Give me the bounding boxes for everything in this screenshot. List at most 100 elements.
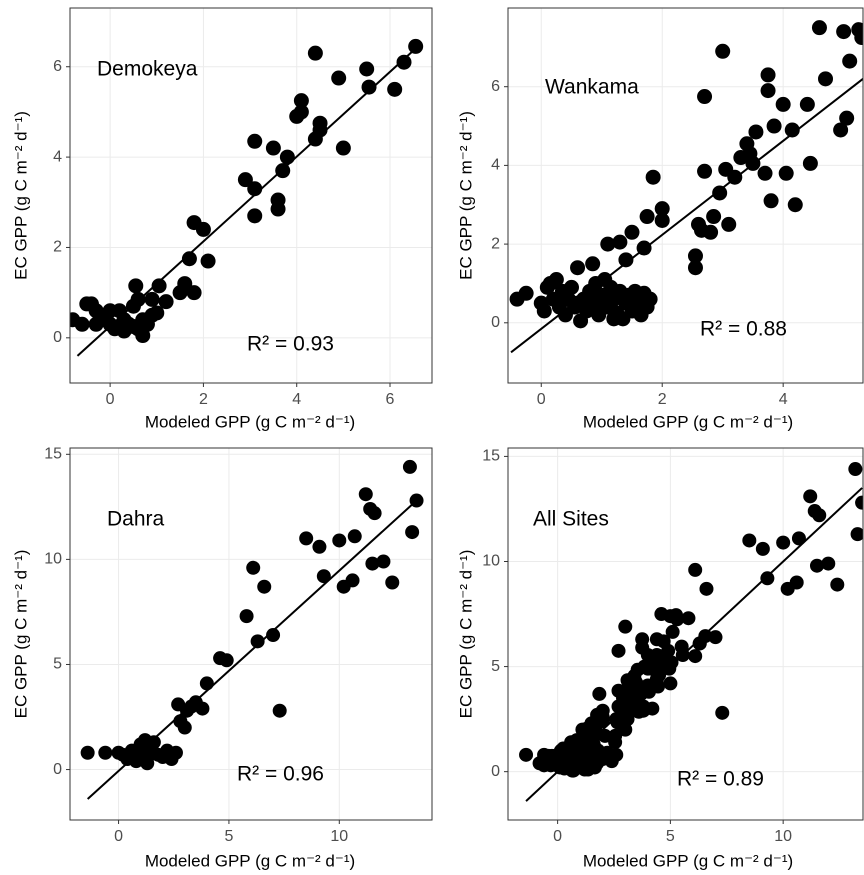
point [299,531,314,546]
point [812,508,827,523]
point [177,720,192,735]
regression-line [510,78,863,354]
point [405,525,420,540]
y-tick-label: 0 [491,763,500,780]
point [703,224,719,240]
point [149,305,165,321]
y-tick-label: 4 [53,148,62,165]
panel-title: Wankama [545,76,639,99]
point [586,737,601,752]
point [670,612,685,627]
point [518,285,534,301]
point [144,291,160,307]
point [177,276,193,292]
point [612,234,628,250]
point [316,569,331,584]
point [199,676,214,691]
point [88,316,104,332]
point [237,172,253,188]
point [833,122,849,138]
point [688,562,703,577]
x-tick-label: 2 [199,391,208,408]
x-tick-label: 2 [658,391,667,408]
plot-border [69,7,433,384]
point [839,110,855,126]
point [570,260,586,276]
point [293,93,309,109]
point [721,216,737,232]
point [712,185,728,201]
point [186,285,202,301]
point [760,83,776,99]
point [836,24,852,40]
y-tick-label: 0 [53,761,62,778]
plot-area [509,20,863,354]
point [128,278,144,294]
y-tick-label: 6 [53,58,62,75]
plot-background [508,8,863,383]
point [706,209,722,225]
panel: 0 5 10 0 5 10 15 All Sites R² = 0.89 Modeled GPP … [456,447,864,870]
point [687,260,703,276]
point [688,649,703,664]
x-tick-label: 0 [106,391,115,408]
point [116,323,132,339]
point [536,303,552,319]
x-tick-label: 4 [292,391,301,408]
point [293,104,309,120]
point [789,575,804,590]
point [548,272,564,288]
point [830,577,845,592]
point [757,165,773,181]
regression-line [86,499,418,800]
y-tick-label: 10 [482,553,500,570]
point [250,634,265,649]
point [760,67,776,83]
point [332,533,347,548]
point [606,311,622,327]
point [787,197,803,213]
panel: 0 2 4 6 0 2 4 6 Demokeya R² = 0.93 Modeled GPP (g … [11,7,433,431]
x-axis-label: Modeled GPP (g C m⁻² d⁻¹) [145,851,355,870]
point [850,527,863,542]
point [181,251,197,267]
point [585,256,601,272]
point [195,701,210,716]
point [365,556,380,571]
y-axis-label: EC GPP (g C m⁻² d⁻¹) [456,550,475,719]
point [247,133,263,149]
r-squared: R² = 0.93 [247,333,334,356]
point [396,54,412,70]
panel-title: Dahra [107,508,165,531]
point [742,533,757,548]
y-tick-label: 0 [53,329,62,346]
point [854,30,863,46]
panel-title: All Sites [533,508,609,531]
point [776,535,791,550]
point [266,628,281,643]
point [80,745,95,760]
x-tick-label: 0 [537,391,546,408]
point [239,609,254,624]
x-tick-label: 6 [386,391,395,408]
point [279,149,295,165]
point [640,678,655,693]
point [715,705,730,720]
point [168,745,183,760]
panel: 0 5 10 0 5 10 15 Dahra R² = 0.96 Modeled GPP (g C… [11,446,433,870]
regression-line [76,45,419,357]
y-axis-label: EC GPP (g C m⁻² d⁻¹) [11,111,30,280]
x-tick-label: 5 [224,828,233,845]
point [335,140,351,156]
point [818,71,834,87]
point [519,747,534,762]
plot-area [70,38,424,357]
point [570,295,586,311]
point [760,571,775,586]
point [200,253,216,269]
point [345,573,360,588]
point [665,624,680,639]
point [135,328,151,344]
point [699,581,714,596]
point [661,655,676,670]
